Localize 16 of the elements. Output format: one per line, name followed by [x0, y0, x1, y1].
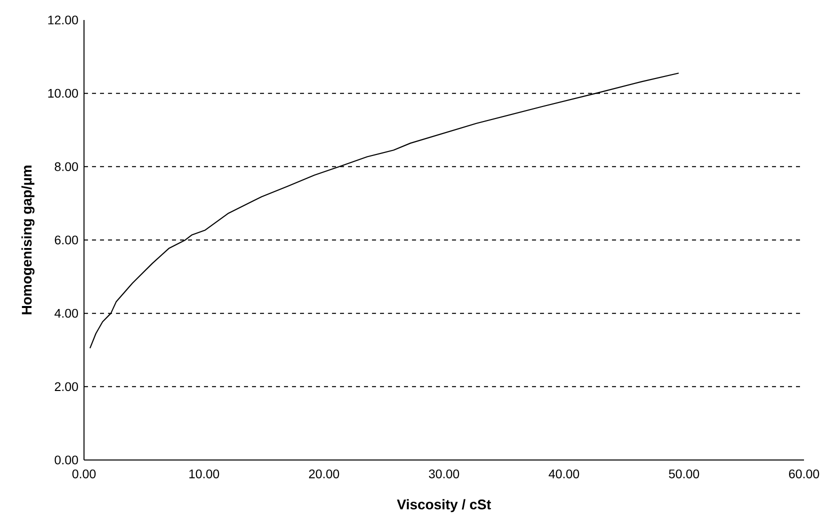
y-tick-label: 10.00 [48, 88, 78, 98]
x-tick-label: 60.00 [789, 470, 820, 478]
y-tick-label: 4.00 [54, 308, 78, 318]
x-axis-title: Viscosity / cSt [396, 499, 491, 512]
y-tick-label: 2.00 [54, 382, 78, 392]
y-tick-label: 6.00 [54, 236, 78, 244]
x-tick-label: 50.00 [668, 470, 700, 478]
x-tick-label: 40.00 [548, 470, 580, 478]
y-axis-title: Homogenising gap/μm [21, 166, 34, 314]
y-tick-label: 0.00 [54, 456, 78, 464]
x-tick-label: 0.00 [72, 470, 96, 478]
y-tick-label: 8.00 [54, 162, 78, 172]
x-tick-label: 10.00 [189, 470, 220, 478]
x-tick-label: 30.00 [428, 470, 460, 478]
x-tick-label: 20.00 [309, 470, 340, 478]
y-tick-label: 12.00 [48, 16, 78, 24]
